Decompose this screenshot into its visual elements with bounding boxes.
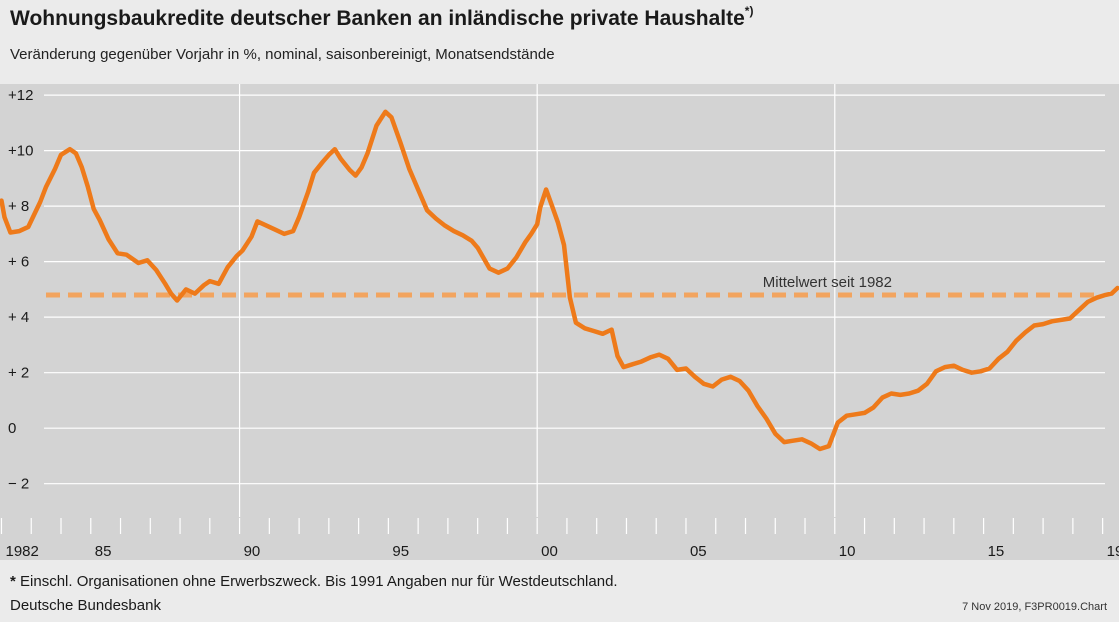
x-tick-label: 00 — [541, 543, 558, 560]
title-footnote-marker: *) — [744, 4, 754, 18]
x-tick-label: 95 — [392, 543, 409, 560]
chart: +12 +10 + 8 + 6 + 4 + 2 0 − 2 1982 85 90 95 00 05 10 1… — [0, 84, 1119, 560]
x-tick-label: 10 — [839, 543, 856, 560]
x-tick-label: 15 — [988, 543, 1005, 560]
x-tick-label: 05 — [690, 543, 707, 560]
chart-title-text: Wohnungsbaukredite deutscher Banken an i… — [10, 7, 745, 30]
y-tick-label: + 2 — [8, 365, 29, 382]
chart-title: Wohnungsbaukredite deutscher Banken an i… — [10, 4, 754, 31]
footnote-text: Einschl. Organisationen ohne Erwerbszwec… — [20, 573, 618, 590]
y-tick-label: 0 — [8, 420, 16, 437]
y-tick-label: +12 — [8, 87, 33, 104]
y-tick-label: + 4 — [8, 309, 29, 326]
y-tick-label: + 6 — [8, 254, 29, 271]
series-line — [0, 109, 1119, 452]
x-tick-label: 85 — [95, 543, 112, 560]
plot-area — [0, 84, 1119, 560]
footnote-marker: * — [10, 573, 16, 590]
x-tick-label: 90 — [244, 543, 261, 560]
chart-subtitle: Veränderung gegenüber Vorjahr in %, nomi… — [10, 46, 555, 63]
x-tick-label: 19 — [1107, 543, 1119, 560]
y-tick-label: − 2 — [8, 476, 29, 493]
mean-line-label: Mittelwert seit 1982 — [763, 274, 892, 291]
y-tick-label: +10 — [8, 143, 33, 160]
date-stamp: 7 Nov 2019, F3PR0019.Chart — [962, 601, 1107, 613]
x-tick-label: 1982 — [5, 543, 38, 560]
y-tick-label: + 8 — [8, 198, 29, 215]
source-label: Deutsche Bundesbank — [10, 597, 161, 614]
footnote: * Einschl. Organisationen ohne Erwerbszw… — [10, 573, 618, 590]
